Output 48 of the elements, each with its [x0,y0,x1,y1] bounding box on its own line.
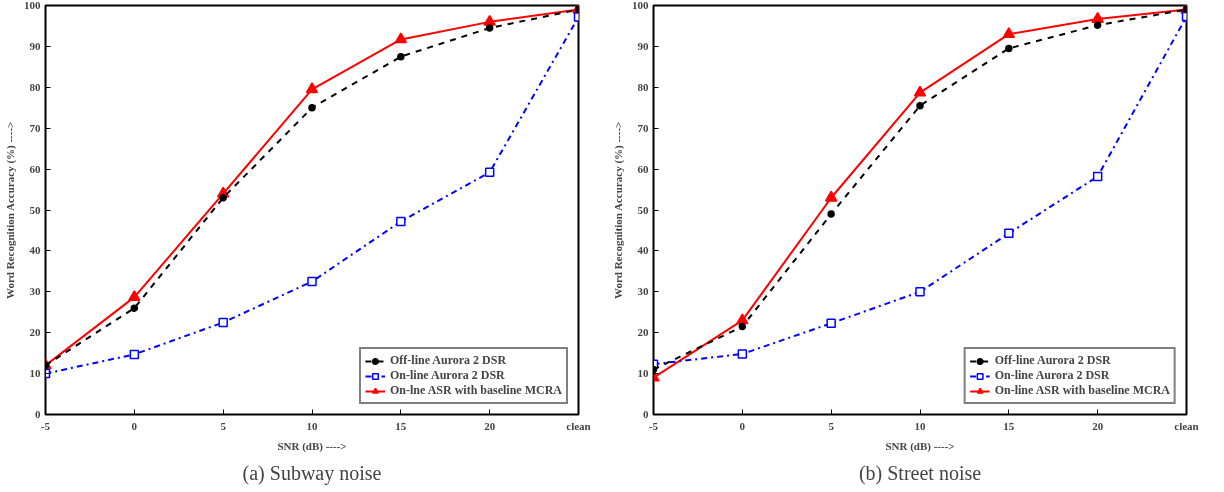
legend-label: On-line Aurora 2 DSR [994,368,1110,383]
x-tick-label: 0 [131,419,138,432]
y-tick-label: 0 [643,408,649,420]
y-tick-label: 70 [637,121,649,134]
x-tick-label: clean [566,419,591,432]
text: (a) Subway noise [242,461,382,485]
y-tick-label: 60 [29,162,41,175]
y-tick-label: 50 [637,203,649,216]
y-tick-label: 100 [24,0,41,11]
y-tick-label: 40 [637,244,649,257]
y-tick-label: 20 [637,326,649,339]
x-tick-label: 20 [484,419,496,432]
legend-label: On-line Aurora 2 DSR [389,368,505,383]
legend-label: Off-line Aurora 2 DSR [994,353,1111,368]
y-tick-label: 80 [637,80,649,93]
x-tick-label: 10 [914,419,926,432]
x-axis-title: SNR (dB) ----> [885,439,955,453]
legend-label: Off-line Aurora 2 DSR [389,353,507,368]
legend-label: On-line ASR with baseline MCRA [994,383,1170,398]
y-tick-label: 30 [29,285,41,298]
y-tick-label: 70 [29,121,41,134]
y-axis-title: Word Recognition Accuracy (%) ----> [612,121,625,299]
x-tick-label: 5 [828,419,835,432]
x-tick-label: clean [1174,419,1199,432]
x-tick-label: 10 [306,419,318,432]
y-tick-label: 0 [35,408,41,420]
x-tick-label: -5 [40,419,51,432]
x-tick-label: 15 [395,419,407,432]
y-tick-label: 20 [29,326,41,339]
y-tick-label: 90 [29,39,41,52]
x-tick-label: 0 [739,419,746,432]
legend-label: On-lne ASR with baseline MCRA [389,383,562,398]
y-tick-label: 60 [637,162,649,175]
x-tick-label: 15 [1003,419,1015,432]
y-tick-label: 10 [29,367,41,380]
y-tick-label: 30 [637,285,649,298]
y-tick-label: 50 [29,203,41,216]
y-tick-label: 100 [632,0,649,11]
y-tick-label: 10 [637,367,649,380]
y-tick-label: 40 [29,244,41,257]
x-tick-label: 5 [220,419,227,432]
x-tick-label: 20 [1092,419,1104,432]
x-tick-label: -5 [648,419,659,432]
y-tick-label: 90 [637,39,649,52]
y-tick-label: 80 [29,80,41,93]
text: (b) Street noise [858,461,982,485]
x-axis-title: SNR (dB) ----> [277,439,347,453]
y-axis-title: Word Recognition Accuracy (%) ----> [4,121,17,299]
